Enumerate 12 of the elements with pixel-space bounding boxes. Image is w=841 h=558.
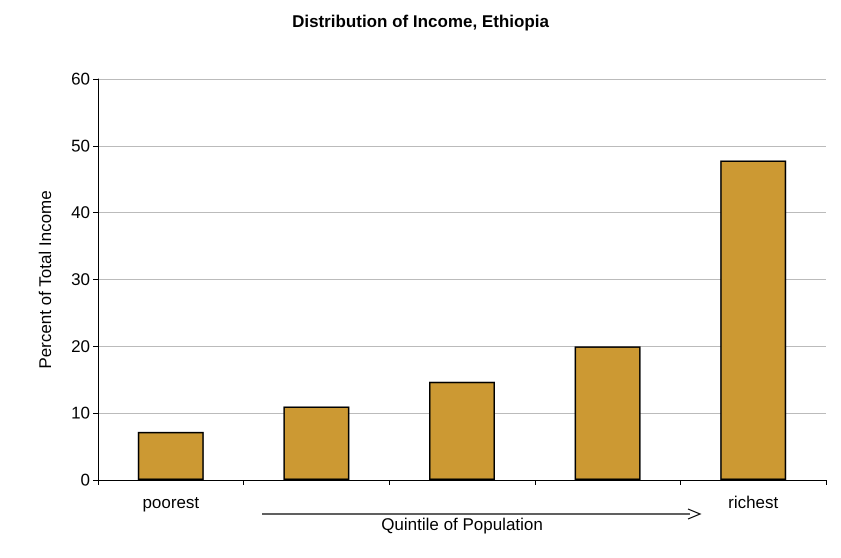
- chart-title: Distribution of Income, Ethiopia: [292, 12, 550, 31]
- y-tick-label: 30: [71, 270, 90, 289]
- x-tick-label: poorest: [142, 493, 200, 512]
- y-tick-label: 40: [71, 203, 90, 222]
- y-tick-label: 60: [71, 70, 90, 88]
- x-tick-label: richest: [728, 493, 779, 512]
- y-axis-title: Percent of Total Income: [36, 190, 55, 369]
- y-tick-label: 50: [71, 136, 90, 156]
- y-tick-label: 10: [71, 404, 90, 423]
- y-tick-label: 0: [80, 470, 90, 490]
- x-axis-title: Quintile of Population: [381, 514, 543, 534]
- y-tick-label: 20: [71, 336, 90, 356]
